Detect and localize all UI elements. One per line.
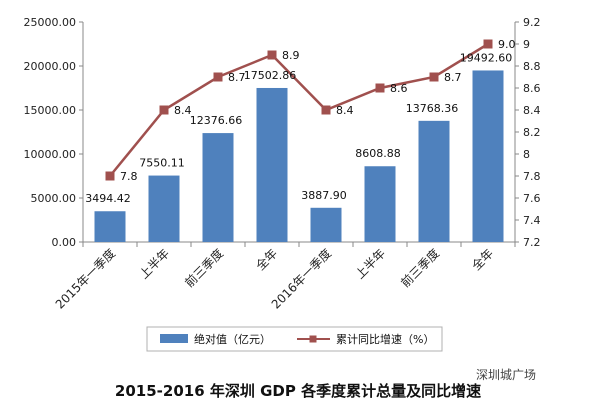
left-tick-label: 25000.00	[24, 16, 77, 29]
left-tick-label: 5000.00	[31, 192, 77, 205]
right-tick-label: 8.6	[523, 82, 541, 95]
line-marker	[159, 105, 169, 115]
right-tick-label: 9.2	[523, 16, 541, 29]
bar	[364, 166, 396, 242]
line-marker	[429, 72, 439, 82]
category-label: 上半年	[353, 246, 388, 281]
bar-value-label: 3887.90	[301, 189, 347, 202]
data-labels-group: 3494.42 7550.11 12376.66 17502.86 3887.90 860…	[85, 38, 515, 205]
bar	[472, 70, 504, 242]
bar-value-label: 19492.60	[460, 51, 513, 64]
line-value-label: 8.4	[174, 104, 192, 117]
category-label: 前三季度	[398, 246, 443, 291]
bar-value-label: 8608.88	[355, 147, 401, 160]
bar	[94, 211, 126, 242]
line-marker	[267, 50, 277, 60]
line-value-label: 9.0	[498, 38, 516, 51]
right-tick-label: 7.4	[523, 214, 541, 227]
right-tick-label: 8.8	[523, 60, 541, 73]
line-marker	[375, 83, 385, 93]
category-label: 全年	[469, 246, 497, 274]
left-tick-label: 0.00	[52, 236, 77, 249]
legend-bar-label: 绝对值（亿元）	[194, 332, 271, 346]
line-marker	[105, 171, 115, 181]
line-value-label: 8.9	[282, 49, 300, 62]
line-value-label: 8.4	[336, 104, 354, 117]
legend-bar-swatch	[160, 334, 188, 343]
bar-value-label: 13768.36	[406, 102, 459, 115]
bar	[202, 133, 234, 242]
right-tick-label: 8.4	[523, 104, 541, 117]
bar-value-label: 7550.11	[139, 157, 185, 170]
bar	[310, 207, 342, 242]
legend-line-label: 累计同比增速（%）	[336, 332, 434, 346]
legend-line-marker	[309, 335, 317, 343]
line-value-label: 8.6	[390, 82, 408, 95]
right-tick-label: 7.8	[523, 170, 541, 183]
category-label: 全年	[253, 246, 281, 274]
right-tick-label: 8	[523, 148, 530, 161]
right-tick-label: 9	[523, 38, 530, 51]
bar	[418, 120, 450, 242]
bar	[148, 175, 180, 242]
legend-box	[146, 326, 443, 352]
right-tick-label: 8.2	[523, 126, 541, 139]
line-group	[105, 39, 493, 181]
bar	[256, 87, 288, 243]
bars-group	[94, 70, 504, 243]
category-label: 前三季度	[182, 246, 227, 291]
axes: 0.00 5000.00 10000.00 15000.00 20000.00 25000…	[24, 16, 541, 249]
growth-line	[109, 42, 489, 177]
bar-value-label: 3494.42	[85, 192, 131, 205]
left-tick-label: 10000.00	[24, 148, 77, 161]
bar-value-label: 12376.66	[190, 114, 243, 127]
category-label: 上半年	[137, 246, 172, 281]
right-tick-label: 7.6	[523, 192, 541, 205]
line-value-label: 7.8	[120, 170, 138, 183]
line-value-label: 8.7	[228, 71, 246, 84]
line-value-label: 8.7	[444, 71, 462, 84]
category-label: 2015年一季度	[52, 246, 118, 312]
chart-title: 2015-2016 年深圳 GDP 各季度累计总量及同比增速	[115, 382, 481, 400]
line-marker	[213, 72, 223, 82]
right-tick-label: 7.2	[523, 236, 541, 249]
line-marker	[483, 39, 493, 49]
watermark-text: 深圳城广场	[476, 368, 536, 382]
line-marker	[321, 105, 331, 115]
left-tick-label: 20000.00	[24, 60, 77, 73]
left-tick-label: 15000.00	[24, 104, 77, 117]
bar-value-label: 17502.86	[244, 69, 297, 82]
